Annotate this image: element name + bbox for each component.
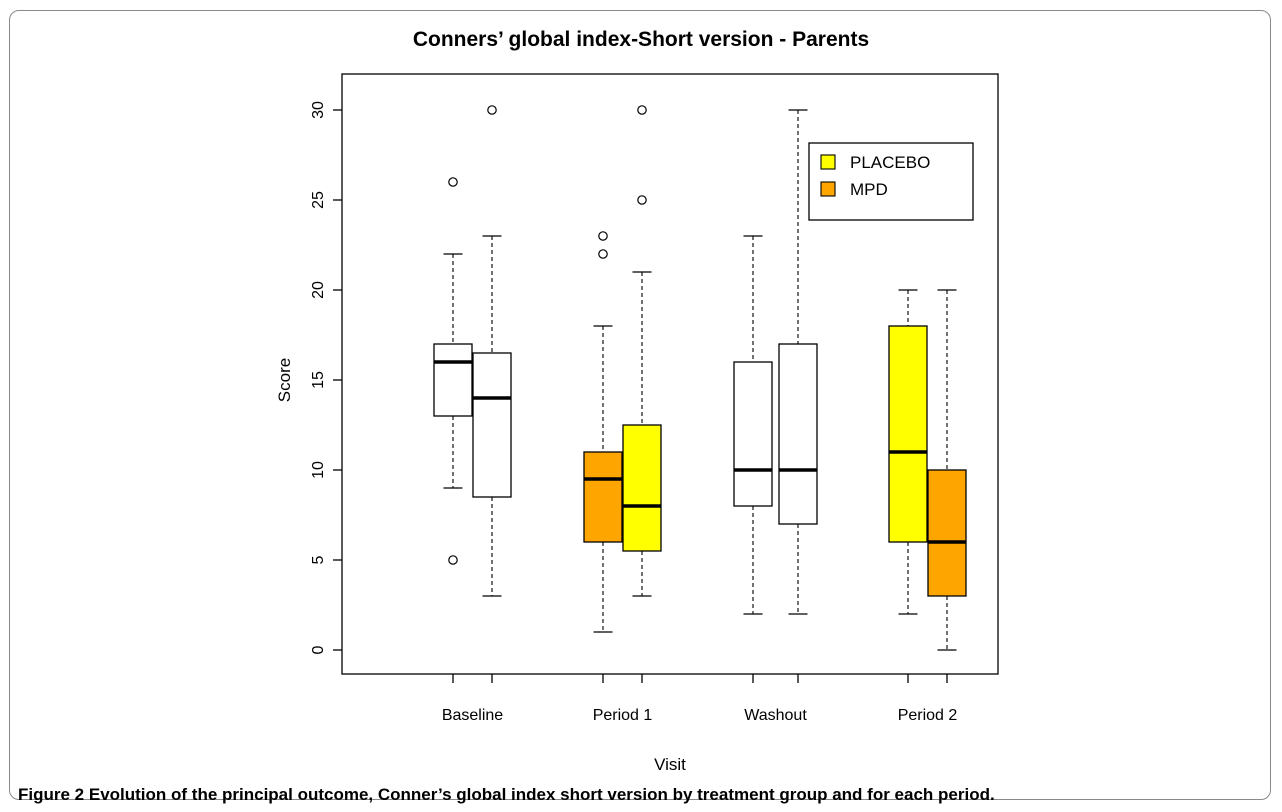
box-washout-1 [733,235,773,615]
x-axis-label: Visit [654,755,686,774]
figure-caption-text: Evolution of the principal outcome, Conn… [88,785,995,804]
y-axis: 0 5 10 15 20 25 30 [310,101,342,654]
figure-frame [9,10,1271,800]
x-tick-label: Baseline [442,707,503,724]
y-tick-label: 5 [310,555,327,564]
legend-label: PLACEBO [850,153,930,172]
box-period-2-1 [888,289,928,615]
box-iqr [583,451,623,543]
chart-title: Conners’ global index-Short version - Pa… [413,28,869,51]
y-tick-label: 25 [310,191,327,209]
x-tick-label: Period 1 [593,707,653,724]
boxplot-chart: Conners’ global index-Short version - Pa… [275,28,999,774]
x-tick-label: Washout [744,707,807,724]
outlier-point [637,105,647,115]
boxes-layer [433,105,967,651]
box-period-1-2 [622,105,662,597]
box-washout-2 [778,109,818,615]
box-iqr [888,325,928,543]
figure-label: Figure 2 [18,785,85,804]
box-baseline-1 [433,177,473,565]
outlier-point [487,105,497,115]
legend-swatch [820,181,836,197]
box-iqr [622,424,662,552]
box-iqr [778,343,818,525]
y-tick-label: 30 [310,101,327,119]
box-iqr [927,469,967,597]
outlier-point [448,177,458,187]
outlier-point [637,195,647,205]
figure-caption: Figure 2 Evolution of the principal outc… [18,785,1268,805]
outlier-point [598,231,608,241]
legend-box [808,142,974,221]
outlier-point [598,249,608,259]
legend: PLACEBO MPD [808,142,974,221]
y-tick-label: 0 [310,645,327,654]
y-axis-label: Score [275,358,294,402]
plot-frame [341,73,999,675]
box-period-2-2 [927,289,967,651]
x-axis: Baseline Period 1 Washout Period 2 [442,674,958,724]
legend-swatch [820,154,836,170]
box-iqr [433,343,473,417]
y-tick-label: 20 [310,281,327,299]
box-iqr [472,352,512,498]
box-period-1-1 [583,231,623,633]
box-iqr [733,361,773,507]
legend-label: MPD [850,180,888,199]
y-tick-label: 10 [310,461,327,479]
box-baseline-2 [472,105,512,597]
x-tick-label: Period 2 [898,707,958,724]
y-tick-label: 15 [310,371,327,389]
outlier-point [448,555,458,565]
